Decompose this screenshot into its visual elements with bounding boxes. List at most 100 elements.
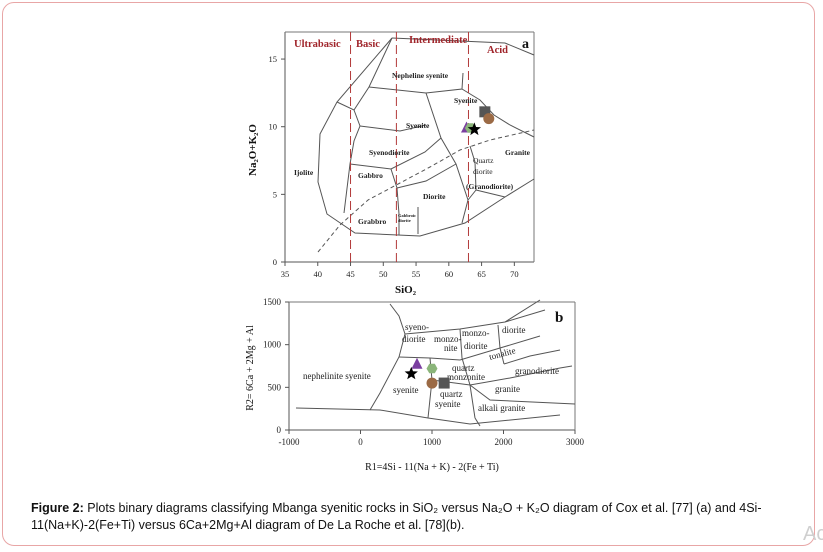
figure-frame — [2, 2, 815, 546]
b-point-4-square — [438, 377, 450, 389]
b-x-ticks: -1000 0 1000 2000 3000 — [279, 430, 585, 447]
b-ytick-label-0: 0 — [277, 425, 282, 435]
a-field-qdiorite: diorite — [473, 167, 493, 176]
b-boundary-granite-low — [469, 384, 576, 405]
b-boundary-bottom — [474, 417, 481, 427]
a-alkaline-divide — [317, 129, 535, 253]
a-boundary-top — [391, 37, 535, 56]
a-field-gabbro: Gabbro — [358, 171, 383, 180]
b-boundary-qsyenite — [459, 328, 476, 419]
a-domain-acid: Acid — [487, 45, 508, 56]
a-xtick-label-5: 60 — [445, 269, 454, 279]
b-x-label: R1=4Si - 11(Na + K) - 2(Fe + Ti) — [365, 462, 499, 473]
a-ytick-label-3: 15 — [269, 54, 278, 64]
a-boundary-diorite-top — [396, 163, 457, 189]
b-y-label: R2= 6Ca + 2Mg + Al — [245, 325, 256, 411]
b-field-alkali-granite: alkali granite — [478, 403, 525, 413]
b-field-syeno: syeno- — [405, 322, 429, 332]
a-field-gabbroic-diorite: Gabbroic diorite — [398, 213, 417, 223]
a-xtick-label-0: 35 — [281, 269, 290, 279]
b-xtick-label-0: -1000 — [279, 437, 300, 447]
a-y-ticks: 0 5 10 15 — [269, 54, 285, 267]
a-boundary-syenite-l — [359, 124, 427, 132]
b-boundary-monzodiorite — [497, 324, 505, 365]
b-panel-label: b — [555, 310, 563, 326]
a-xtick-label-3: 50 — [379, 269, 388, 279]
a-boundary-upper-left — [336, 37, 393, 111]
b-point-1-hexagon — [426, 363, 438, 374]
a-ytick-label-2: 10 — [269, 122, 278, 132]
b-boundary-left — [369, 303, 406, 411]
a-panel-label: a — [522, 37, 529, 52]
a-x-ticks: 35 40 45 50 55 60 65 70 — [281, 262, 519, 279]
a-ytick-label-0: 0 — [273, 257, 277, 267]
b-boundary-monzonite-low — [431, 365, 573, 386]
panel-a-tas-diagram: 35 40 45 50 55 60 65 70 0 5 10 15 Ultrabasic Basic… — [247, 31, 535, 296]
a-point-4-star — [467, 122, 481, 136]
a-xtick-label-1: 40 — [314, 269, 323, 279]
a-boundary-gabbro-top — [349, 137, 442, 170]
a-boundary-mid — [425, 92, 469, 224]
b-xtick-label-4: 3000 — [566, 437, 585, 447]
b-field-monzo-diorite: diorite — [464, 341, 488, 351]
corner-watermark: Ac — [803, 523, 823, 545]
a-x-label: SiO₂ — [395, 284, 417, 296]
a-ytick-label-1: 5 — [273, 189, 277, 199]
caption-text: Plots binary diagrams classifying Mbanga… — [31, 501, 762, 532]
b-boundary-tonalite — [503, 349, 561, 365]
b-boundary-mid-top — [398, 335, 541, 361]
b-field-syenite: syenite — [393, 385, 419, 395]
b-y-ticks: 0 500 1000 1500 — [263, 297, 289, 435]
b-field-quartz-monzonite: monzonite — [447, 372, 485, 382]
b-field-monzo-2: monzo- — [462, 328, 490, 338]
a-boundary-granite-low — [475, 189, 506, 198]
caption-label: Figure 2: — [31, 501, 84, 515]
b-ytick-label-3: 1500 — [263, 297, 282, 307]
a-field-ijolite: Ijolite — [294, 168, 314, 177]
b-boundary-top-inner — [404, 309, 546, 335]
b-field-granodiorite: granodiorite — [515, 366, 559, 376]
a-boundary-nepheline — [368, 72, 464, 94]
b-field-quartz-2: quartz — [440, 389, 463, 399]
b-ytick-label-1: 500 — [268, 382, 282, 392]
b-field-diorite: diorite — [502, 325, 526, 335]
a-boundary-left-inner — [343, 109, 361, 214]
a-boundary-gabbro-right — [390, 168, 400, 235]
b-field-quartz: quartz — [452, 363, 475, 373]
b-field-nephelinite-syenite: nephelinite syenite — [303, 371, 371, 381]
a-field-quartz: Quartz — [473, 156, 494, 165]
b-point-3-circle — [426, 377, 438, 389]
b-xtick-label-3: 2000 — [495, 437, 514, 447]
a-field-diorite: Diorite — [423, 192, 446, 201]
a-field-nepheline-syenite: Nepheline syenite — [392, 71, 449, 80]
a-xtick-label-2: 45 — [346, 269, 355, 279]
a-field-granite: Granite — [505, 148, 531, 157]
b-field-granite: granite — [495, 384, 520, 394]
a-field-labels: Nepheline syenite Syenite Syenite Syenod… — [294, 71, 531, 226]
a-y-label: Na₂O+K₂O — [247, 124, 259, 176]
a-field-grabbro: Grabbro — [358, 217, 386, 226]
a-domain-basic: Basic — [356, 39, 380, 50]
a-data-points — [461, 106, 495, 136]
b-xtick-label-2: 1000 — [423, 437, 442, 447]
b-ytick-label-2: 1000 — [263, 340, 282, 350]
a-xtick-label-7: 70 — [510, 269, 519, 279]
a-boundary-syenite-r — [461, 88, 535, 138]
a-xtick-label-6: 65 — [477, 269, 486, 279]
b-xtick-label-1: 0 — [358, 437, 363, 447]
b-point-2-star — [404, 366, 418, 380]
b-boundary-alkali — [295, 407, 561, 425]
panel-b-r1r2-diagram: -1000 0 1000 2000 3000 0 500 1000 1500 b syeno-… — [245, 297, 585, 473]
b-data-points — [404, 357, 450, 389]
a-field-syenite: Syenite — [406, 121, 430, 130]
b-field-syeno-diorite: diorite — [402, 334, 426, 344]
a-field-gabbroic-diorite-wrap: Gabbroic diorite — [398, 213, 417, 223]
a-xtick-label-4: 55 — [412, 269, 421, 279]
b-field-monzo-1: monzo- — [434, 334, 462, 344]
b-boundary-top-right — [504, 299, 541, 323]
b-field-nite: nite — [444, 343, 458, 353]
figure-caption: Figure 2: Plots binary diagrams classify… — [31, 500, 806, 534]
b-field-tonalite: tonalite — [488, 345, 517, 362]
a-domain-ultrabasic: Ultrabasic — [294, 39, 341, 50]
